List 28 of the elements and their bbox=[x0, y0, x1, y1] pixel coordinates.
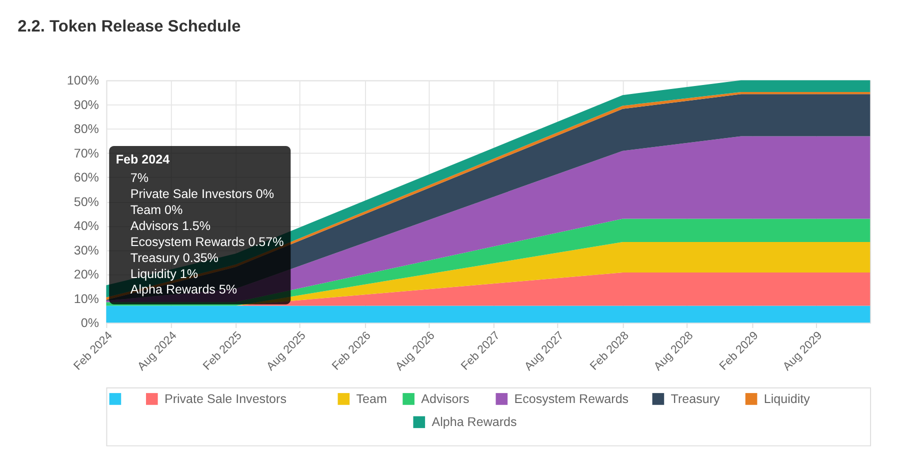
y-tick-label: 90% bbox=[74, 98, 99, 112]
annotation: Liquidity 1% bbox=[130, 266, 198, 281]
y-tick-label: 30% bbox=[74, 243, 99, 258]
legend-label: Ecosystem Rewards bbox=[514, 392, 629, 406]
legend-label: Private Sale Investors bbox=[164, 392, 286, 406]
y-tick-label: 20% bbox=[74, 268, 99, 282]
annotation: Ecosystem Rewards 0.57% bbox=[130, 234, 284, 249]
y-tick-label: 60% bbox=[74, 170, 99, 185]
y-tick-label: 0% bbox=[80, 316, 99, 330]
annotation: Team 0% bbox=[130, 203, 183, 218]
chart-title: 2.2. Token Release Schedule bbox=[18, 18, 241, 36]
y-tick-label: 10% bbox=[74, 292, 99, 306]
legend-label: Advisors bbox=[421, 392, 470, 406]
y-tick-label: 80% bbox=[74, 122, 99, 136]
annotation: Alpha Rewards 5% bbox=[130, 282, 238, 297]
legend-label: Treasury bbox=[670, 392, 721, 406]
y-tick-label: 70% bbox=[74, 146, 99, 160]
legend-label: Liquidity bbox=[764, 392, 811, 406]
legend-label: Team bbox=[356, 392, 387, 406]
annotation: Private Sale Investors 0% bbox=[130, 187, 274, 202]
y-tick-label: 40% bbox=[74, 219, 99, 234]
y-tick-label: 100% bbox=[66, 74, 99, 88]
legend-label: Alpha Rewards bbox=[432, 415, 517, 430]
annotation: Treasury 0.35% bbox=[130, 250, 218, 265]
annotation: Advisors 1.5% bbox=[130, 218, 211, 233]
annotation: 7% bbox=[130, 171, 149, 186]
annotation: Feb 2024 bbox=[116, 152, 170, 166]
y-tick-label: 50% bbox=[74, 194, 99, 209]
